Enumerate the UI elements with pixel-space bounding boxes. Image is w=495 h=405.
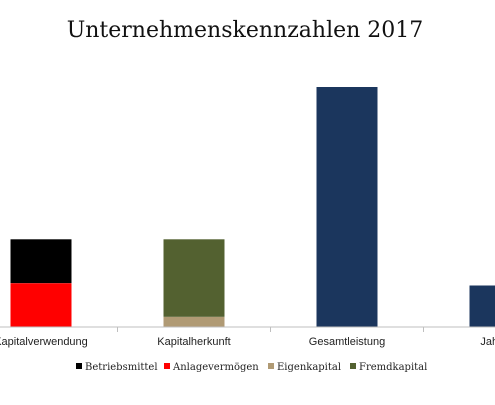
category-label-1: Kapitalherkunft [157,336,230,348]
legend-swatch-3 [350,363,356,369]
bar-series-4-3 [470,286,495,328]
category-label-2: Gesamtleistung [309,336,385,348]
legend-label-1: Anlagevermögen [172,362,259,373]
legend-item-1: Anlagevermögen [164,362,259,373]
legend-swatch-1 [164,363,170,369]
legend-item-2: Eigenkapital [268,362,341,373]
bar-anlagevermögen-0 [11,283,72,327]
legend-item-0: Betriebsmittel [76,362,158,373]
bar-eigenkapital-1 [164,317,225,327]
bars-layer [11,87,495,327]
category-label-3: Jahresü [480,336,495,348]
legend-label-2: Eigenkapital [277,362,341,373]
legend-swatch-2 [268,363,274,369]
category-label-0: Kapitalverwendung [0,336,88,348]
legend-label-3: Fremdkapital [359,362,427,373]
bar-betriebsmittel-0 [11,239,72,283]
bar-series-4-2 [317,87,378,327]
legend-label-0: Betriebsmittel [85,362,158,373]
legend: Betriebsmittel Anlagevermögen Eigenkapital… [76,362,427,373]
legend-swatch-0 [76,363,82,369]
chart-title: Unternehmenskennzahlen 2017 [67,18,424,43]
legend-item-3: Fremdkapital [350,362,427,373]
ticks-layer [118,327,424,332]
bar-fremdkapital-1 [164,239,225,316]
category-labels: Kapitalverwendung Kapitalherkunft Gesamtle… [0,336,495,348]
